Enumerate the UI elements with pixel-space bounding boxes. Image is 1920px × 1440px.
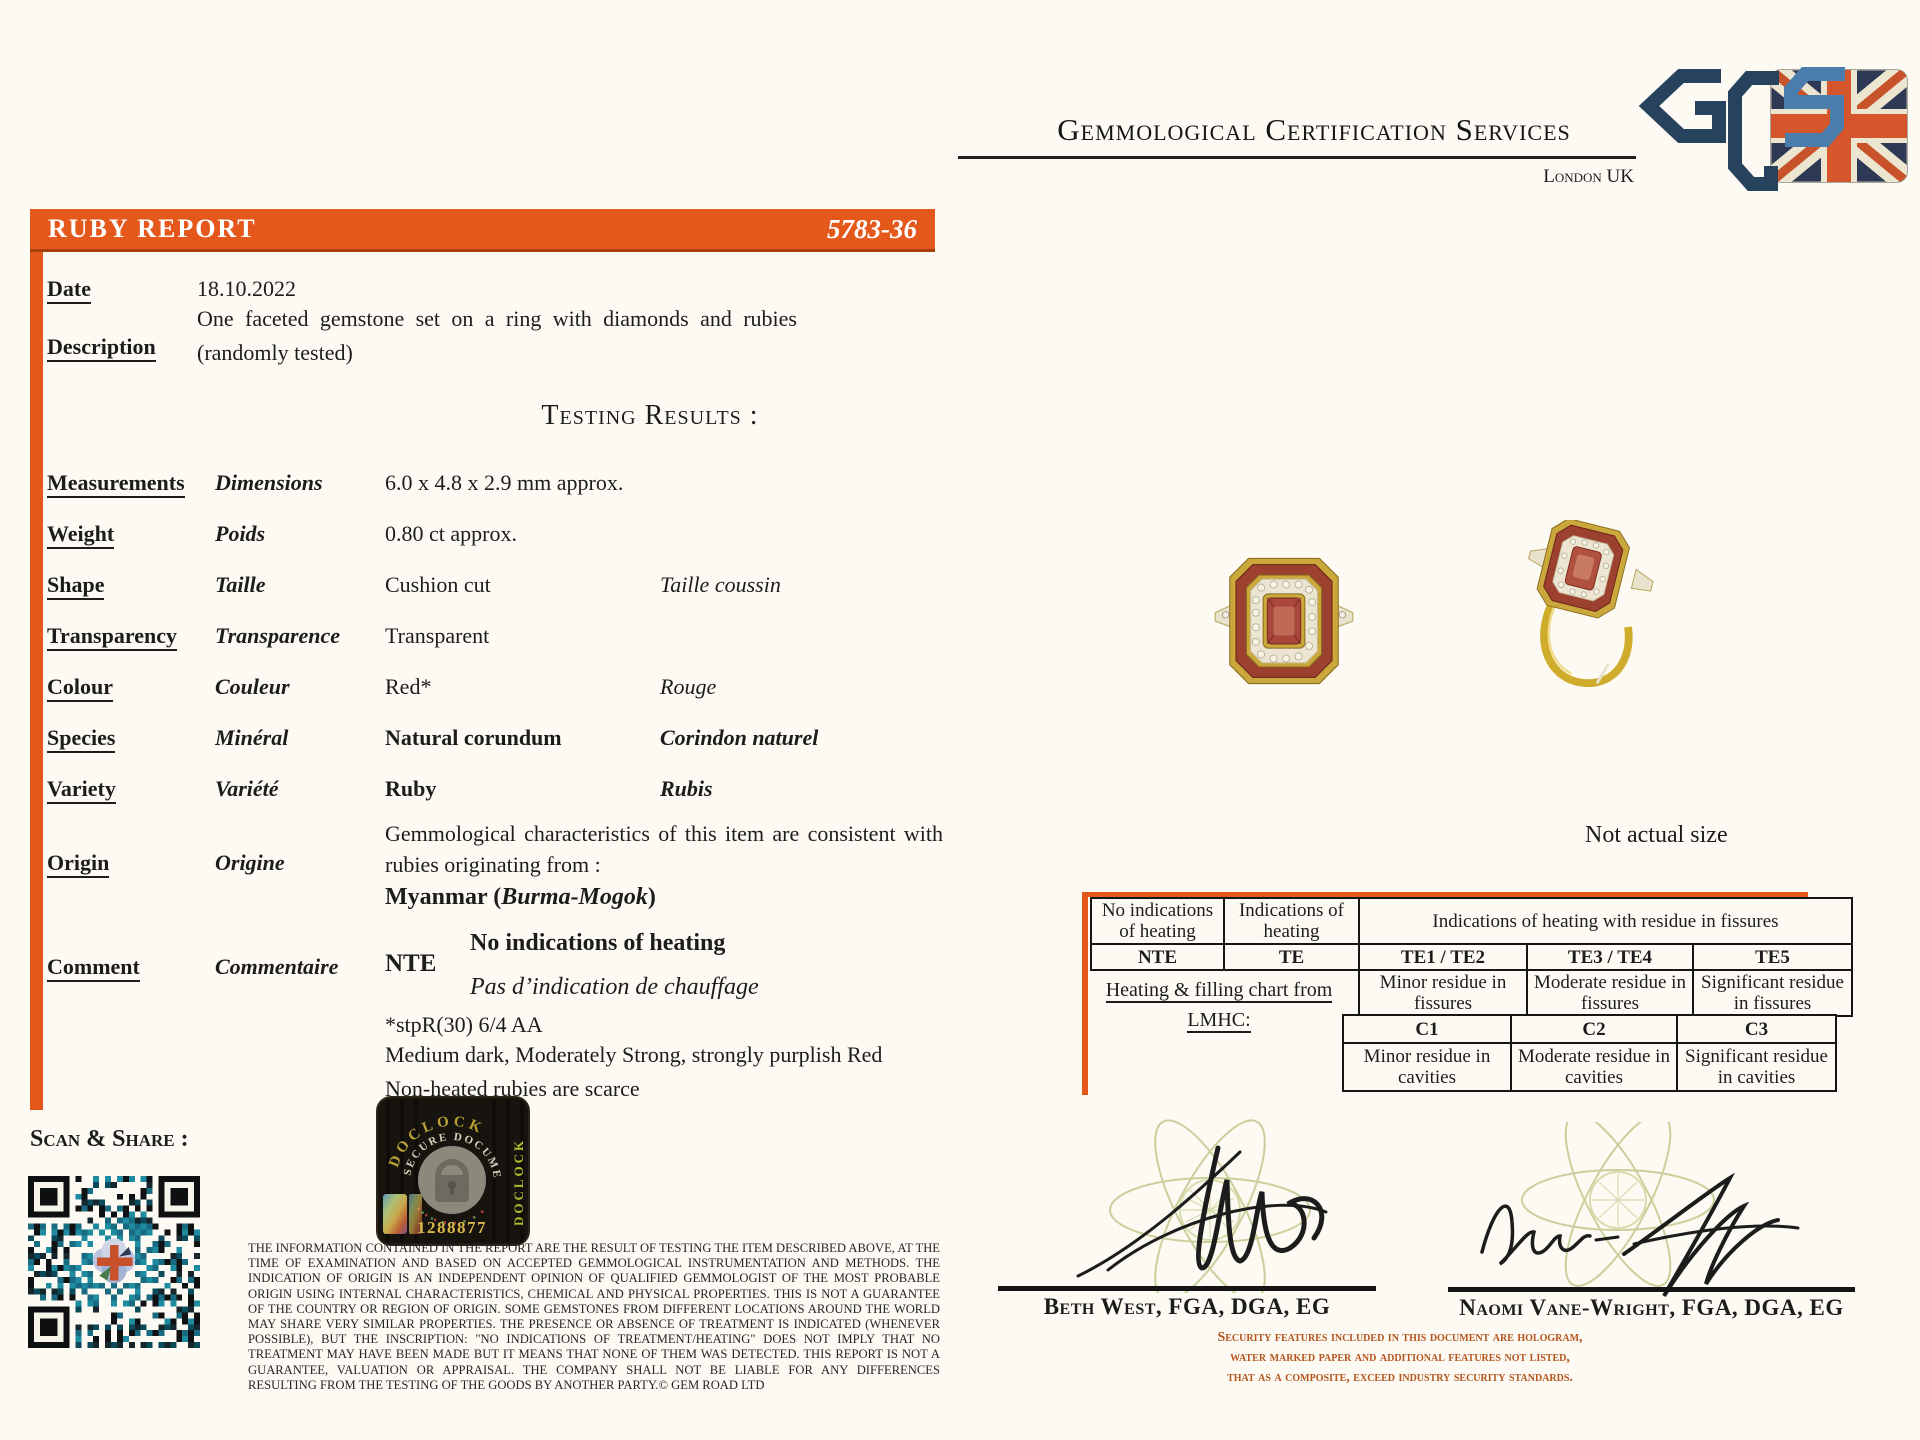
row-shape-value: Cushion cut [385,572,491,597]
row-colour-fr-value: Rouge [660,674,717,699]
org-location: London UK [1543,166,1634,187]
comment-fr: Commentaire [215,954,339,979]
date-label: Date [47,276,91,304]
hologram-side-text: DOCLOCK [511,1138,526,1226]
gcs-logo [1638,67,1908,191]
origin-fr: Origine [215,850,285,875]
row-variety-label: Variety [47,776,116,804]
report-number: 5783-36 [827,213,917,244]
chart-code-c2: C2 [1510,1014,1678,1044]
chart-code-te5: TE5 [1692,943,1853,971]
chart-col-indications: Indications of heating [1223,897,1360,945]
row-shape-label: Shape [47,572,105,600]
comment-colour-desc: Medium dark, Moderately Strong, strongly… [385,1042,883,1067]
left-accent-bar [30,252,43,1110]
chart-frame-top [1082,892,1808,897]
testing-results-heading: Testing Results : [541,400,759,431]
row-species-label: Species [47,725,116,753]
row-colour-value: Red* [385,674,432,699]
comment-code: NTE [385,950,437,977]
row-species-fr-value: Corindon naturel [660,725,819,750]
signatory-name-left: Beth West, FGA, DGA, EG [1043,1294,1331,1319]
chart-code-te: TE [1223,943,1360,971]
row-species-fr: Minéral [215,725,289,750]
scan-share-label: Scan & Share : [30,1126,189,1152]
disclaimer-text: THE INFORMATION CONTAINED IN THE REPORT … [248,1241,940,1392]
chart-code-c1: C1 [1342,1014,1512,1044]
signature-line-left [998,1286,1376,1291]
row-transparency-value: Transparent [385,623,490,648]
row-weight-value: 0.80 ct approx. [385,521,517,546]
signature-left [1076,1119,1328,1293]
signature-right [1480,1122,1800,1298]
row-species-value: Natural corundum [385,725,562,750]
report-title: RUBY REPORT [48,214,257,243]
guilloche-atom-icon [1521,1122,1715,1287]
chart-minor-fissures: Minor residue in fissures [1358,969,1528,1017]
row-transparency-label: Transparency [47,623,177,651]
chart-minor-cavities: Minor residue in cavities [1342,1042,1512,1092]
origin-label: Origin [47,850,110,878]
row-variety-fr: Variété [215,776,279,801]
chart-col-residue: Indications of heating with residue in f… [1358,897,1853,945]
comment-grade: *stpR(30) 6/4 AA [385,1012,543,1037]
qr-center-logo [92,1238,136,1284]
heating-chart-table: No indications of heating Indications of… [1090,897,1853,1017]
doclock-hologram-sticker: DOCLOCK SECURE DOCUMENT 1288877 DOCLOCK [376,1096,530,1246]
org-name: Gemmological Certification Services [1057,112,1571,147]
signature-line-right [1448,1287,1855,1292]
hologram-serial-number: 1288877 [417,1218,487,1237]
row-measurements-label: Measurements [47,470,185,498]
row-transparency-fr: Transparence [215,623,341,648]
not-actual-size-caption: Not actual size [1585,822,1728,848]
org-rule [958,156,1636,159]
row-shape-fr-value: Taille coussin [660,572,781,597]
row-measurements-fr: Dimensions [215,470,323,495]
row-weight-label: Weight [47,521,115,549]
security-note: Security features included in this docum… [1217,1330,1583,1385]
chart-col-no-indications: No indications of heating [1090,897,1225,945]
origin-text: Gemmological characteristics of this ite… [385,821,943,877]
row-variety-fr-value: Rubis [660,776,713,801]
chart-significant-cavities: Significant residue in cavities [1676,1042,1837,1092]
chart-code-te12: TE1 / TE2 [1358,943,1528,971]
chart-code-c3: C3 [1676,1014,1837,1044]
chart-significant-fissures: Significant residue in fissures [1692,969,1853,1017]
origin-place: Myanmar (Burma-Mogok) [385,884,656,910]
report-header-bar: RUBY REPORT 5783-36 [30,209,935,252]
row-colour-label: Colour [47,674,113,702]
signatory-name-right: Naomi Vane-Wright, FGA, DGA, EG [1459,1295,1844,1320]
gcs-monogram-letters [1638,67,1845,191]
chart-code-te34: TE3 / TE4 [1526,943,1694,971]
row-variety-value: Ruby [385,776,437,801]
description-value: One faceted gemstone set on a ring with … [197,306,797,365]
ring-top-view-photo [1214,557,1354,685]
row-colour-fr: Couleur [215,674,290,699]
signature-scribble [1076,1145,1328,1278]
cavity-chart-table: C1 C2 C3 Minor residue in cavities Moder… [1342,1014,1837,1092]
chart-moderate-fissures: Moderate residue in fissures [1526,969,1694,1017]
chart-frame-left [1082,892,1088,1095]
row-shape-fr: Taille [215,572,266,597]
comment-label: Comment [47,954,140,982]
chart-caption: Heating & filling chart from LMHC: [1105,979,1333,1033]
chart-code-nte: NTE [1090,943,1225,971]
row-weight-fr: Poids [215,521,266,546]
row-measurements-value: 6.0 x 4.8 x 2.9 mm approx. [385,470,624,495]
ring-side-view-photo [1528,520,1654,688]
signature-scribble [1480,1172,1800,1298]
description-label: Description [47,334,156,362]
comment-heading-fr: Pas d’indication de chauffage [470,974,759,1000]
date-value: 18.10.2022 [197,276,296,301]
comment-heading: No indications of heating [470,930,726,956]
chart-moderate-cavities: Moderate residue in cavities [1510,1042,1678,1092]
qr-code [28,1176,200,1348]
